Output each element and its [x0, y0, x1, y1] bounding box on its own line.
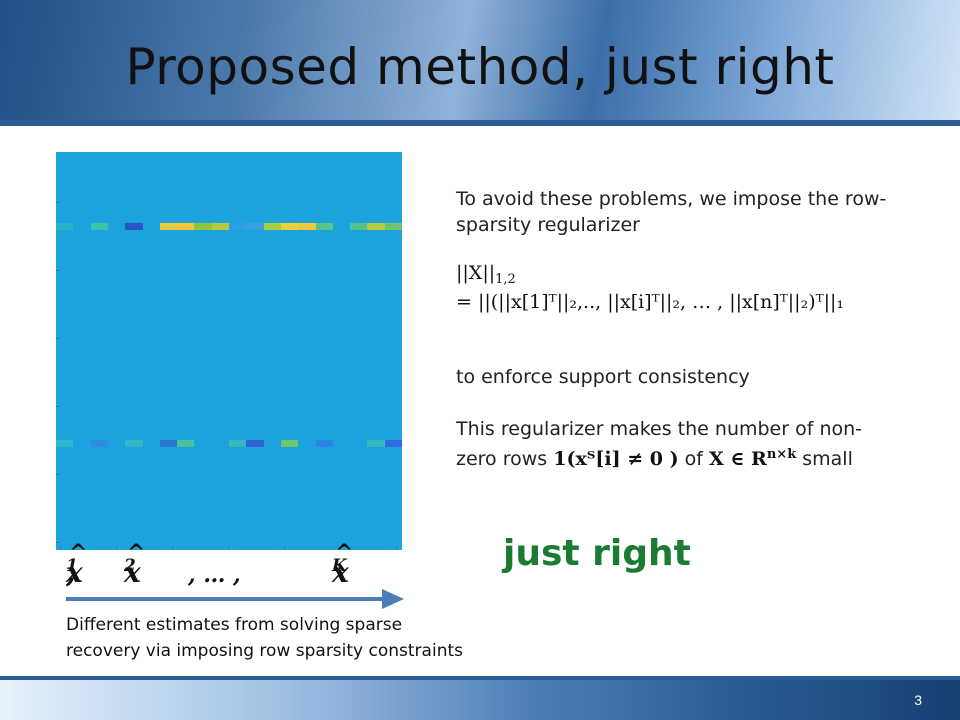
- heatmap-cell-upper-3: [107, 223, 126, 230]
- heatmap-cell-upper-13: [280, 223, 299, 230]
- heatmap-cell-upper-18: [367, 223, 386, 230]
- matrix-expression: X ∈ Rn×k: [709, 447, 797, 470]
- heatmap-cell-lower-3: [107, 440, 126, 447]
- regularizer-effect-text: This regularizer makes the number of non…: [456, 416, 956, 472]
- equation-lhs: ||X||1,2: [456, 262, 516, 287]
- heatmap-cell-lower-7: [177, 440, 195, 447]
- heatmap-cell-lower-11: [246, 440, 265, 447]
- heatmap-bottom-tick: [228, 547, 229, 550]
- heatmap-figure: [56, 152, 403, 550]
- figure-caption: Different estimates from solving sparse …: [66, 612, 536, 664]
- footer-band: 3: [0, 676, 960, 720]
- heatmap-cell-lower-17: [350, 440, 368, 447]
- heatmap-cell-upper-17: [350, 223, 368, 230]
- indicator-expression: 1(xᵀ[i] ≠ 0 ): [553, 448, 679, 470]
- heatmap-cell-upper-8: [194, 223, 213, 230]
- equation-rhs: = ||(||x[1]ᵀ||₂,.., ||x[i]ᵀ||₂, … , ||x[…: [456, 291, 845, 313]
- heatmap-bottom-tick: [116, 547, 117, 550]
- effect-line-1: This regularizer makes the number of non…: [456, 418, 863, 440]
- heatmap-cell-upper-14: [298, 223, 316, 230]
- heatmap-cell-lower-14: [298, 440, 316, 447]
- heatmap-cell-upper-0: [56, 223, 74, 230]
- footer-divider: [0, 676, 960, 680]
- heatmap-cell-upper-16: [332, 223, 351, 230]
- heatmap-cell-lower-16: [332, 440, 351, 447]
- caption-line-1: Different estimates from solving sparse: [66, 615, 403, 635]
- heatmap-bottom-tick: [172, 547, 173, 550]
- heatmap-cell-lower-5: [142, 440, 161, 447]
- heatmap-bottom-tick: [396, 547, 397, 550]
- heatmap-bottom-tick: [284, 547, 285, 550]
- heatmap-left-tick: [56, 474, 59, 475]
- heatmap-left-tick: [56, 202, 59, 203]
- heatmap-bottom-tick: [60, 547, 61, 550]
- heatmap-cell-lower-8: [194, 440, 213, 447]
- heatmap-cell-upper-9: [211, 223, 230, 230]
- heatmap-cell-lower-6: [159, 440, 178, 447]
- figure-axis-labels: x1, x2 , … , xK: [66, 540, 396, 596]
- title-band: [0, 0, 960, 126]
- heatmap-cell-upper-19: [384, 223, 403, 230]
- heatmap-cell-lower-9: [211, 440, 230, 447]
- support-consistency-text: to enforce support consistency: [456, 366, 750, 388]
- estimates-arrow-shaft: [66, 597, 384, 601]
- heatmap-cell-upper-11: [246, 223, 265, 230]
- heatmap-cell-lower-0: [56, 440, 74, 447]
- heatmap-cell-upper-4: [125, 223, 143, 230]
- ellipsis-label: , … ,: [188, 562, 241, 588]
- heatmap-cell-upper-2: [90, 223, 109, 230]
- just-right-label: just right: [503, 533, 691, 574]
- heatmap-cell-upper-1: [73, 223, 92, 230]
- effect-line-2: zero rows 1(xᵀ[i] ≠ 0 ) of X ∈ Rn×k smal…: [456, 447, 853, 470]
- heatmap-left-tick: [56, 338, 59, 339]
- slide-title: Proposed method, just right: [125, 38, 835, 96]
- heatmap-cell-lower-2: [90, 440, 109, 447]
- heatmap-left-tick: [56, 542, 59, 543]
- heatmap-left-tick: [56, 406, 59, 407]
- title-band-divider: [0, 120, 960, 126]
- regularizer-equation: ||X||1,2 = ||(||x[1]ᵀ||₂,.., ||x[i]ᵀ||₂,…: [456, 262, 956, 313]
- estimates-arrow-head: [382, 589, 404, 609]
- heatmap-cell-lower-19: [384, 440, 403, 447]
- heatmap-cell-upper-6: [159, 223, 178, 230]
- heatmap-cell-lower-4: [125, 440, 143, 447]
- heatmap-cell-upper-10: [229, 223, 247, 230]
- heatmap-cell-upper-7: [177, 223, 195, 230]
- page-number: 3: [914, 692, 922, 708]
- heatmap-cell-lower-15: [315, 440, 334, 447]
- heatmap-cell-upper-5: [142, 223, 161, 230]
- heatmap-cell-lower-18: [367, 440, 386, 447]
- heatmap-cell-upper-12: [263, 223, 282, 230]
- caption-line-2: recovery via imposing row sparsity const…: [66, 641, 463, 661]
- heatmap-cell-lower-1: [73, 440, 92, 447]
- heatmap-cell-lower-13: [280, 440, 299, 447]
- heatmap-cell-lower-10: [229, 440, 247, 447]
- heatmap-cell-upper-15: [315, 223, 334, 230]
- heatmap-left-tick: [56, 270, 59, 271]
- heatmap-cell-lower-12: [263, 440, 282, 447]
- intro-paragraph: To avoid these problems, we impose the r…: [456, 188, 887, 236]
